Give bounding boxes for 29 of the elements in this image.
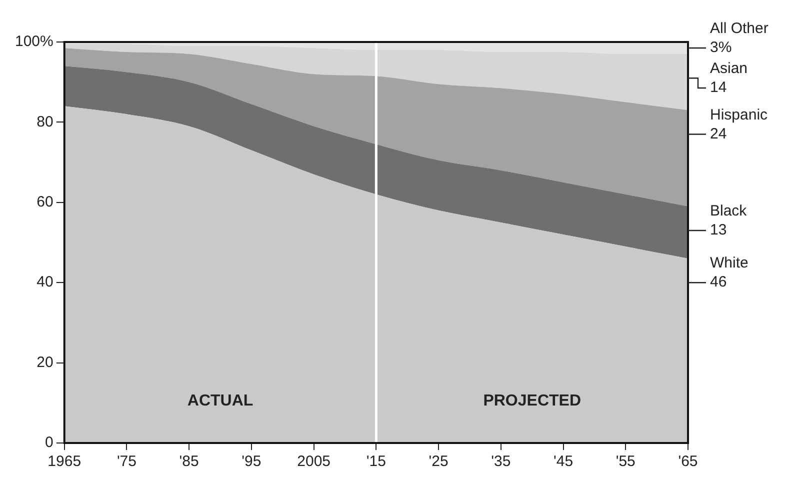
x-tick-label: '85 (179, 453, 199, 470)
x-tick-label: '35 (491, 453, 511, 470)
y-tick-label: 100% (14, 33, 54, 50)
x-tick-label: '65 (678, 453, 698, 470)
y-tick-label: 60 (36, 194, 54, 211)
x-tick-label: '75 (116, 453, 137, 470)
annotation: PROJECTED (483, 392, 581, 410)
data-label: 14 (710, 79, 727, 96)
x-tick-label: 2005 (297, 453, 331, 470)
series-label: White (710, 254, 748, 272)
series-label: All Other (710, 20, 768, 38)
y-tick-label: 0 (45, 434, 54, 452)
x-tick-label: '15 (366, 453, 386, 470)
x-tick-label: '45 (553, 453, 574, 470)
annotation: ACTUAL (187, 392, 254, 410)
x-tick-label: 1965 (48, 453, 82, 470)
series-label: Hispanic (710, 106, 768, 124)
x-tick-label: '25 (428, 453, 448, 470)
y-tick-label: 80 (36, 113, 54, 130)
series-label: Black (710, 202, 748, 220)
data-label: 24 (710, 125, 727, 142)
y-tick-label: 20 (36, 354, 54, 371)
data-label: 3% (710, 39, 732, 56)
data-label: 13 (710, 222, 727, 239)
data-label: 46 (710, 274, 727, 291)
series-label: Asian (710, 60, 748, 78)
x-tick-label: '55 (616, 453, 636, 470)
y-tick-label: 40 (36, 274, 54, 291)
x-tick-label: '95 (242, 453, 262, 470)
